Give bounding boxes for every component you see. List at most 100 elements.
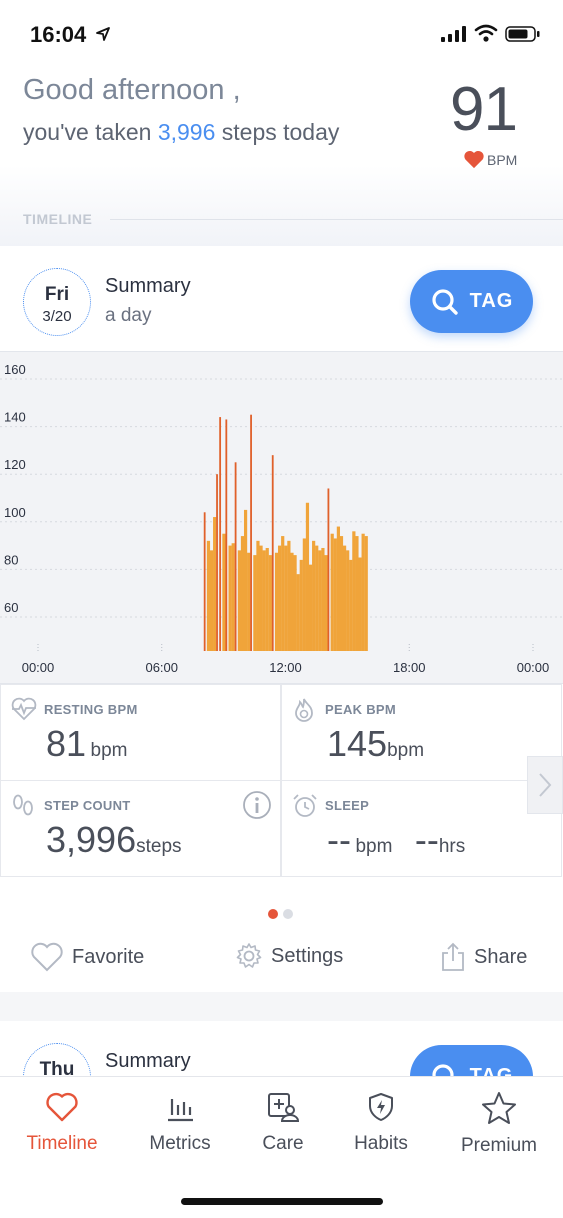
battery-icon [505,26,540,42]
sleep-bpm-unit: bpm [355,836,393,857]
heart-rate-bar [262,550,266,651]
current-heart-rate: 91 [450,75,518,144]
wifi-icon [474,24,498,42]
tab-timeline[interactable]: Timeline [7,1091,117,1155]
settings-button[interactable]: Settings [235,942,343,970]
tab-timeline-label: Timeline [26,1133,98,1154]
sleep-cell[interactable]: SLEEP -- bpm --hrs [281,780,562,877]
bottom-tab-bar: Timeline Metrics Care Habits [0,1076,563,1218]
heart-rate-bar [302,538,306,651]
heart-rate-bar [213,517,217,651]
heart-rate-unit-label: BPM [487,151,518,168]
heart-rate-bar [225,419,228,651]
heart-rate-bar [222,533,226,651]
resting-bpm-value: 81 [46,723,87,764]
page-indicator [268,909,293,919]
steps-suffix: steps today [215,119,340,145]
location-arrow-icon [96,27,110,41]
tab-care[interactable]: Care [228,1091,338,1155]
step-count-label: STEP COUNT [44,798,131,813]
footprints-icon [13,794,33,816]
heart-rate-bar [243,509,248,651]
search-icon [432,1063,454,1081]
heart-rate-bar [296,574,300,651]
tab-metrics-label: Metrics [149,1133,211,1154]
cellular-signal-icon [441,26,466,42]
step-count-value: 3,996 [46,819,137,860]
resting-bpm-unit: bpm [90,740,128,761]
day-summary-card[interactable]: Fri 3/20 Summary a day TAG 60 80 100 120 140… [0,246,563,992]
heart-rate-bar [321,547,325,651]
peak-bpm-label: PEAK BPM [325,702,397,717]
step-count-value-group: 3,996steps [46,819,182,861]
tab-premium[interactable]: Premium [444,1091,554,1157]
divider [110,219,563,220]
heart-rate-bar [330,533,334,651]
y-tick-label: 60 [4,600,18,615]
heart-rate-chart-svg: 60 80 100 120 140 160 00:00 06:00 12:00 18:00 00:0… [0,362,563,675]
next-metrics-button[interactable] [527,756,563,814]
sleep-bpm-value: -- [327,819,351,860]
heart-rate-bar [268,555,272,651]
heart-filled-icon [464,150,484,169]
heart-rate-bar [299,559,303,651]
heart-rate-bar [256,540,260,651]
tab-metrics[interactable]: Metrics [125,1091,235,1155]
alarm-clock-icon [293,794,317,817]
heart-outline-icon [46,1092,78,1122]
previous-day-card[interactable]: Thu Summary TAG [0,1021,563,1081]
sleep-hrs-unit: hrs [438,836,466,857]
tab-habits-label: Habits [354,1133,408,1154]
y-tick-label: 160 [4,362,26,377]
heart-rate-bar [361,533,365,651]
sleep-hrs-value: -- [414,819,439,860]
info-icon[interactable] [242,790,272,820]
heart-pulse-icon [11,697,37,721]
share-icon [442,942,464,971]
resting-bpm-cell[interactable]: RESTING BPM 81 bpm [0,684,281,781]
x-tick-label: 12:00 [269,660,302,675]
share-label: Share [474,945,528,968]
share-button[interactable]: Share [440,942,527,972]
tag-button[interactable]: TAG [410,1045,533,1081]
heart-rate-bar [206,540,211,651]
steps-today-text: you've taken 3,996 steps today [23,119,339,146]
flame-icon [295,698,313,722]
page-dot[interactable] [283,909,293,919]
y-tick-label: 140 [4,410,26,425]
y-tick-label: 120 [4,457,26,472]
heart-rate-bar [203,512,206,651]
x-tick-label: 00:00 [517,660,550,675]
favorite-label: Favorite [72,945,145,968]
y-tick-label: 80 [4,552,18,567]
heart-rate-bar [265,547,269,651]
page-dot-active[interactable] [268,909,278,919]
x-tick-label: 06:00 [145,660,178,675]
step-count-cell[interactable]: STEP COUNT 3,996steps [0,780,281,877]
peak-bpm-value: 145 [327,723,388,764]
date-badge: Fri 3/20 [23,268,91,336]
heart-rate-bar [250,414,252,651]
heart-rate-unit: BPM [463,150,517,169]
timeline-section-label: TIMELINE [23,211,93,227]
heart-rate-bar [237,550,241,651]
tag-button[interactable]: TAG [410,270,533,333]
heart-rate-bar [315,545,319,651]
tab-habits[interactable]: Habits [326,1091,436,1155]
steps-today-value: 3,996 [157,119,216,145]
heart-rate-bar [333,538,337,651]
heart-rate-bar [324,555,328,651]
gear-icon [236,943,262,968]
status-time: 16:04 [30,22,87,47]
heart-rate-bar [349,559,353,651]
resting-bpm-label: RESTING BPM [44,702,138,717]
heart-rate-bar [339,536,344,651]
heart-rate-chart[interactable]: 60 80 100 120 140 160 00:00 06:00 12:00 18:00 00:0… [0,351,563,684]
y-tick-label: 100 [4,505,26,520]
peak-bpm-cell[interactable]: PEAK BPM 145bpm [281,684,562,781]
heart-rate-bar [336,526,340,651]
heart-rate-bar [234,462,237,651]
favorite-button[interactable]: Favorite [30,942,144,972]
x-tick-label: 00:00 [22,660,55,675]
heart-rate-bar [216,474,218,651]
